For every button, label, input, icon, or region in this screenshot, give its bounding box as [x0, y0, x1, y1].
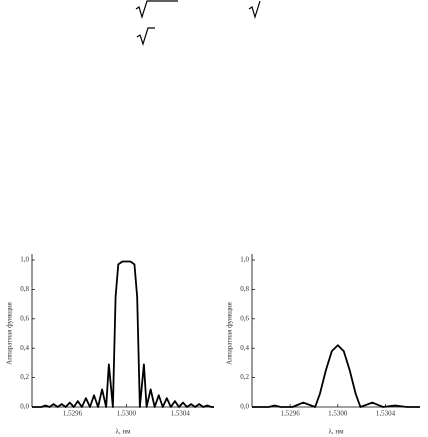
y-tick-label: 0,6: [240, 314, 249, 322]
y-tick-label: 0,4: [20, 344, 29, 352]
y-tick-label: 0,6: [20, 314, 29, 322]
x-tick-label: 1,5296: [63, 410, 83, 418]
y-tick-label: 1,0: [240, 256, 249, 264]
radical: [248, 0, 261, 20]
formula-fragments: [135, 0, 261, 46]
radical: [136, 27, 155, 46]
x-tick-label: 1,5304: [376, 410, 396, 418]
y-tick-label: 0,2: [20, 373, 29, 381]
x-tick-label: 1,5304: [171, 410, 191, 418]
y-tick-label: 0,0: [240, 403, 249, 411]
y-axis-label: Аппаратная функция: [6, 301, 14, 364]
radical: [135, 0, 178, 20]
y-tick-label: 0,4: [240, 344, 249, 352]
curve: [252, 344, 420, 408]
curve: [32, 260, 214, 408]
x-axis-label: λ, нм: [328, 428, 344, 436]
x-tick-label: 1,5300: [117, 410, 137, 418]
y-axis-label: Аппаратная функция: [226, 301, 234, 364]
y-tick-label: 1,0: [20, 256, 29, 264]
y-tick-label: 0,8: [240, 285, 249, 293]
y-tick-label: 0,8: [20, 285, 29, 293]
x-tick-label: 1,5300: [328, 410, 348, 418]
y-tick-label: 0,0: [20, 403, 29, 411]
x-axis-label: λ, нм: [115, 428, 131, 436]
y-tick-label: 0,2: [240, 373, 249, 381]
x-tick-label: 1,5296: [281, 410, 301, 418]
